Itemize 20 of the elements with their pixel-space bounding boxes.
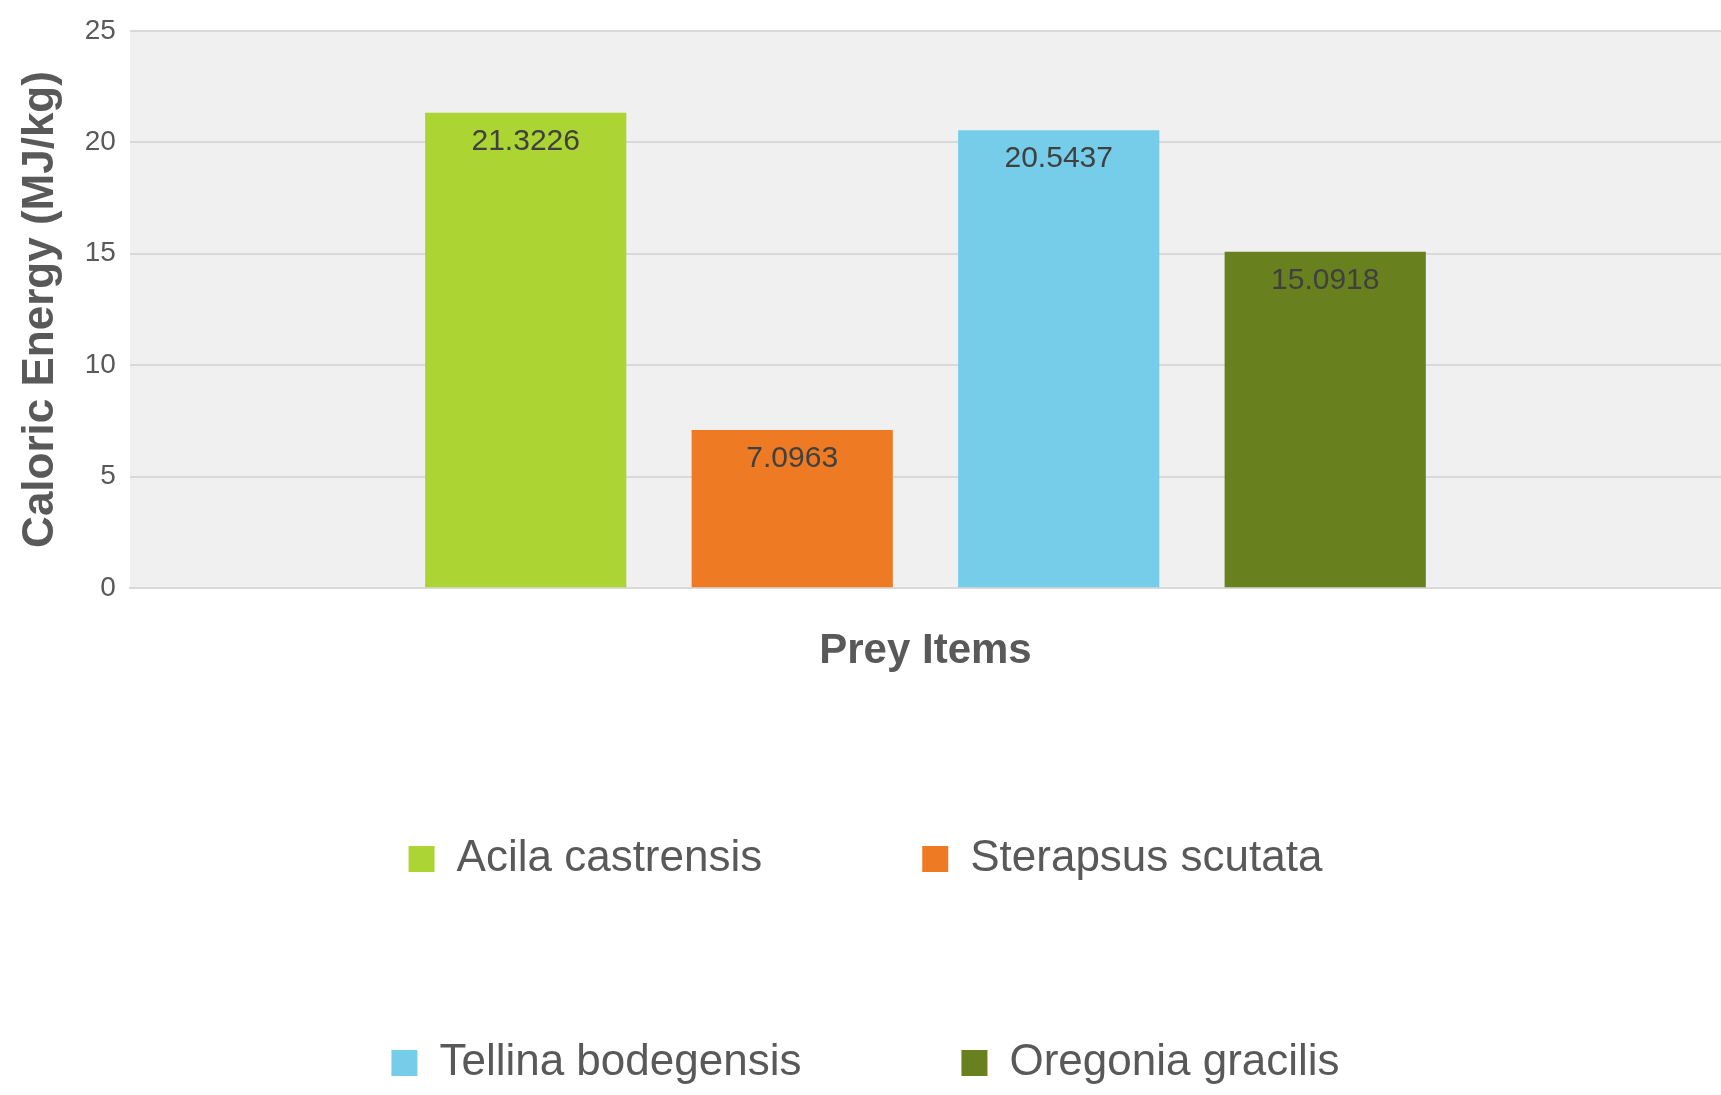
y-tick-label: 10: [84, 347, 116, 379]
bar: [691, 429, 893, 588]
legend-label: Sterapsus scutata: [970, 831, 1323, 881]
x-axis-title: Prey Items: [819, 625, 1032, 673]
data-label: 20.5437: [1004, 140, 1113, 174]
y-tick-label: 25: [84, 13, 116, 45]
data-label: 7.0963: [746, 440, 839, 474]
legend-label: Oregonia gracilis: [1009, 1035, 1340, 1085]
data-label: 21.3226: [471, 123, 580, 157]
y-tick-label: 20: [84, 125, 116, 156]
legend-label: Tellina bodegensis: [439, 1035, 802, 1085]
legend-label: Acila castrensis: [456, 831, 763, 881]
y-tick-label: 5: [100, 459, 116, 491]
data-label: 15.0918: [1271, 261, 1380, 295]
bar: [958, 130, 1160, 588]
y-axis-title: Caloric Energy (MJ/kg): [12, 71, 62, 548]
y-tick-label: 0: [100, 570, 116, 602]
bar: [425, 112, 627, 588]
bar: [1224, 251, 1426, 588]
y-tick-label: 15: [84, 236, 116, 268]
